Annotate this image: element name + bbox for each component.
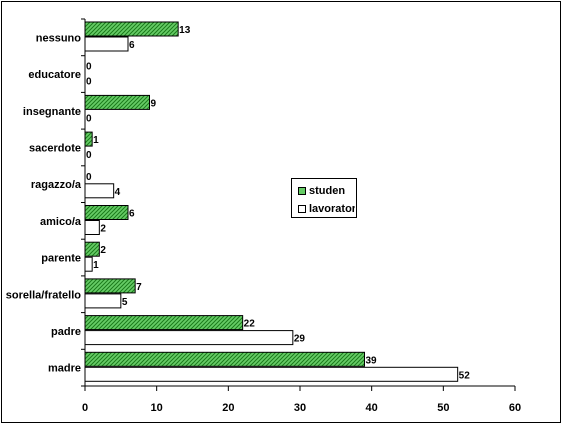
bar-lavorator — [84, 220, 100, 235]
data-label-studen: 9 — [151, 98, 157, 109]
bar-studen — [84, 94, 150, 110]
category-label: parente — [41, 253, 81, 265]
legend: studen lavorator — [291, 178, 357, 218]
data-label-studen: 1 — [93, 135, 99, 146]
x-tick-label: 30 — [294, 402, 306, 414]
category-label: padre — [51, 326, 81, 338]
category-label: nessuno — [36, 32, 82, 44]
category-label: amico/a — [40, 216, 82, 228]
data-label-studen: 7 — [136, 282, 142, 293]
bar-studen — [84, 315, 244, 331]
x-tick-label: 50 — [437, 402, 449, 414]
bar-studen — [84, 131, 93, 147]
data-label-studen: 0 — [86, 172, 92, 183]
category-label: sacerdote — [29, 142, 81, 154]
legend-swatch-studen — [298, 187, 306, 195]
bar-studen — [84, 351, 365, 367]
legend-item-lavorator: lavorator — [298, 203, 355, 215]
data-label-studen: 39 — [366, 355, 378, 366]
data-label-studen: 6 — [129, 209, 135, 220]
bar-lavorator — [84, 293, 122, 309]
bar-studen — [84, 21, 179, 37]
data-label-lavorator: 4 — [115, 187, 121, 198]
data-label-lavorator: 5 — [122, 297, 128, 308]
category-label: educatore — [28, 69, 81, 81]
data-label-studen: 0 — [86, 62, 92, 73]
category-label: insegnante — [23, 106, 81, 118]
data-label-studen: 13 — [179, 25, 191, 36]
x-tick-label: 40 — [366, 402, 378, 414]
x-tick-label: 10 — [151, 402, 163, 414]
bar-lavorator — [84, 256, 93, 272]
legend-item-studen: studen — [298, 185, 355, 197]
data-label-lavorator: 6 — [129, 40, 135, 51]
legend-label-lavorator: lavorator — [309, 203, 355, 215]
bar-lavorator — [84, 330, 294, 346]
category-label: sorella/fratello — [6, 289, 81, 301]
bar-studen — [84, 241, 100, 257]
data-label-lavorator: 52 — [459, 370, 471, 381]
bar-lavorator — [84, 366, 459, 382]
category-label: madre — [48, 363, 81, 375]
data-label-lavorator: 29 — [294, 334, 306, 345]
data-label-lavorator: 0 — [86, 77, 92, 88]
bar-lavorator — [84, 36, 129, 52]
bar-studen — [84, 205, 129, 220]
data-label-lavorator: 0 — [86, 150, 92, 161]
data-label-studen: 2 — [100, 245, 106, 256]
data-label-lavorator: 1 — [93, 260, 99, 271]
bar-lavorator — [84, 183, 115, 199]
category-label: ragazzo/a — [31, 179, 82, 191]
data-label-studen: 22 — [244, 319, 256, 330]
x-tick-label: 20 — [222, 402, 234, 414]
legend-label-studen: studen — [309, 185, 346, 197]
x-tick-label: 0 — [82, 402, 88, 414]
data-label-lavorator: 0 — [86, 113, 92, 124]
x-tick-label: 60 — [509, 402, 521, 414]
bar-studen — [84, 278, 136, 294]
legend-swatch-lavorator — [298, 205, 306, 213]
data-label-lavorator: 2 — [100, 224, 106, 235]
